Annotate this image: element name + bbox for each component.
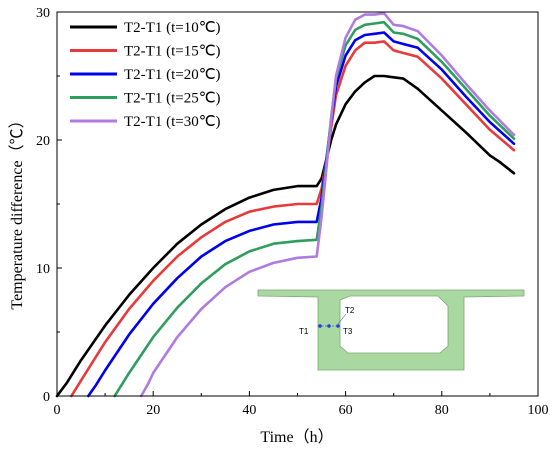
- series-line-5: [139, 12, 516, 398]
- x-tick-label: 0: [54, 403, 61, 418]
- box-girder-section: [257, 289, 525, 371]
- inset-cross-section-diagram: T1 T2 T3: [257, 289, 525, 371]
- legend-label-5: T2-T1 (t=30℃): [124, 114, 221, 130]
- ticks-layer: 0 20 40 60 80 100 0 10 20 30: [36, 6, 549, 418]
- y-axis-title: Temperature difference（℃）: [8, 112, 26, 309]
- x-tick-label: 40: [242, 403, 256, 418]
- inset-label-t3: T3: [343, 327, 353, 336]
- x-tick-label: 100: [528, 403, 549, 418]
- legend-label-2: T2-T1 (t=15℃): [124, 44, 221, 60]
- y-tick-label: 20: [36, 134, 50, 149]
- legend: T2-T1 (t=10℃) T2-T1 (t=15℃) T2-T1 (t=20℃) T…: [70, 20, 221, 130]
- series-layer: [55, 12, 516, 398]
- legend-label-1: T2-T1 (t=10℃): [124, 20, 221, 36]
- inset-label-t2: T2: [345, 306, 355, 315]
- sensor-dot-t1: [318, 324, 322, 328]
- t2-pointer-line: [337, 313, 347, 325]
- sensor-dot-t2: [327, 324, 331, 328]
- y-tick-label: 0: [43, 390, 50, 405]
- legend-label-3: T2-T1 (t=20℃): [124, 67, 221, 83]
- x-tick-label: 80: [435, 403, 449, 418]
- legend-label-4: T2-T1 (t=25℃): [124, 91, 221, 107]
- x-tick-label: 20: [146, 403, 160, 418]
- x-axis-title: Time（h）: [260, 428, 333, 446]
- x-tick-label: 60: [339, 403, 353, 418]
- y-tick-label: 10: [36, 262, 50, 277]
- sensor-dot-t3: [336, 324, 340, 328]
- y-tick-label: 30: [36, 6, 50, 21]
- inset-label-t1: T1: [299, 327, 309, 336]
